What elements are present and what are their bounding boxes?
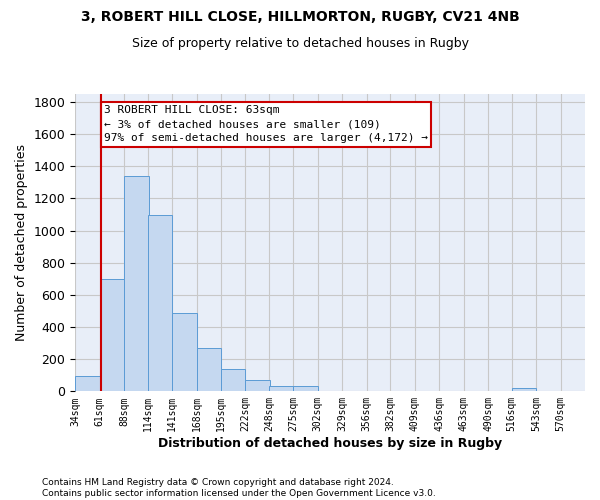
Text: Size of property relative to detached houses in Rugby: Size of property relative to detached ho… (131, 38, 469, 51)
Y-axis label: Number of detached properties: Number of detached properties (15, 144, 28, 341)
Bar (75, 376, 100, 392)
Bar (148, 216, 172, 392)
Text: Contains HM Land Registry data © Crown copyright and database right 2024.
Contai: Contains HM Land Registry data © Crown c… (42, 478, 436, 498)
Bar (197, 348, 221, 392)
Bar (124, 176, 149, 392)
Bar (245, 380, 270, 392)
Bar (269, 386, 293, 392)
Bar (512, 388, 536, 392)
Bar (293, 386, 318, 392)
Bar (100, 279, 124, 392)
Text: 3, ROBERT HILL CLOSE, HILLMORTON, RUGBY, CV21 4NB: 3, ROBERT HILL CLOSE, HILLMORTON, RUGBY,… (80, 10, 520, 24)
Bar (221, 369, 245, 392)
Text: 3 ROBERT HILL CLOSE: 63sqm
← 3% of detached houses are smaller (109)
97% of semi: 3 ROBERT HILL CLOSE: 63sqm ← 3% of detac… (104, 106, 428, 144)
Bar (172, 312, 197, 392)
X-axis label: Distribution of detached houses by size in Rugby: Distribution of detached houses by size … (158, 437, 502, 450)
